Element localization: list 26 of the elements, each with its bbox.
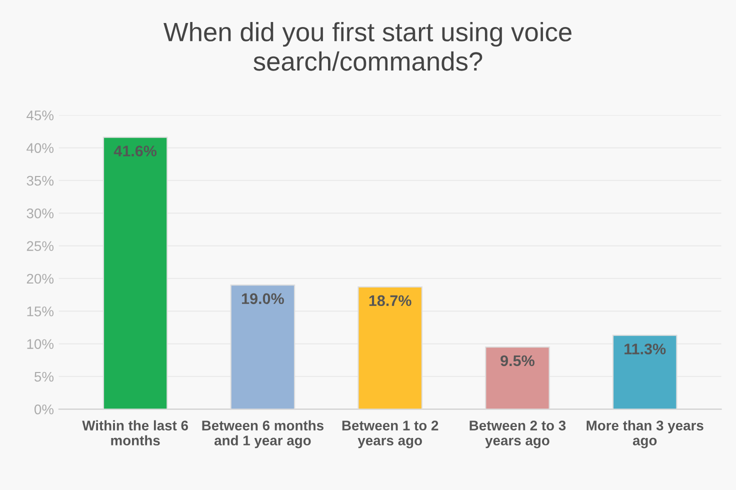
bar	[102, 136, 168, 410]
x-tick-label: Between 1 to 2 years ago	[342, 420, 438, 448]
y-tick-label: 35%	[26, 176, 54, 186]
bar	[485, 346, 550, 410]
data-label: 11.3%	[624, 344, 666, 354]
bar	[612, 334, 678, 410]
y-tick-label: 45%	[26, 110, 54, 120]
data-label: 41.6%	[114, 146, 157, 156]
bar	[358, 286, 422, 410]
y-tick-label: 15%	[27, 306, 54, 316]
x-tick-label: Within the last 6 months	[82, 420, 188, 446]
data-label: 18.7%	[369, 295, 412, 306]
y-tick-label: 20%	[26, 274, 54, 284]
y-tick-label: 0%	[34, 404, 54, 414]
y-tick-label: 30%	[26, 208, 54, 218]
y-tick-label: 25%	[26, 241, 54, 251]
y-tick-label: 10%	[27, 339, 54, 349]
bar	[230, 284, 296, 410]
x-tick-label: Between 6 months and 1 year ago	[202, 420, 324, 448]
y-tick-label: 5%	[34, 372, 54, 382]
x-tick-label: More than 3 years ago	[586, 420, 704, 448]
data-label: 19.0%	[242, 293, 284, 304]
x-tick-label: Between 2 to 3 years ago	[470, 420, 566, 448]
data-label: 9.5%	[500, 355, 534, 366]
chart-title: When did you first start using voice search/commands?	[164, 22, 572, 71]
y-tick-label: 40%	[26, 143, 54, 153]
